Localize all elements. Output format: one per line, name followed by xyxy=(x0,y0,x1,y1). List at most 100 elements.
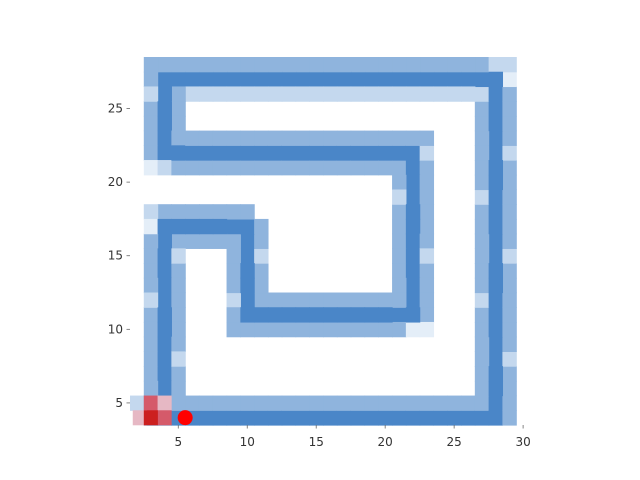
track-cell xyxy=(447,57,462,73)
track-cell xyxy=(364,410,379,426)
track-cell xyxy=(488,57,504,73)
track-cell xyxy=(226,395,241,411)
track-cell xyxy=(461,395,476,411)
track-cell xyxy=(309,395,324,411)
track-cell xyxy=(198,71,214,88)
track-cell xyxy=(392,86,407,102)
track-cell xyxy=(226,248,241,264)
y-tick-label: 5 xyxy=(115,396,123,410)
track-cell xyxy=(392,218,407,235)
track-cell xyxy=(474,189,490,205)
start-marker-halo xyxy=(143,395,158,411)
track-cell xyxy=(254,130,269,146)
track-cell xyxy=(240,160,255,176)
track-cell xyxy=(392,248,407,264)
track-cell xyxy=(281,86,297,102)
track-cell xyxy=(171,395,186,411)
track-cell xyxy=(171,380,186,397)
track-cell xyxy=(502,145,517,161)
track-cell xyxy=(350,71,366,88)
track-cell xyxy=(405,130,421,146)
track-cell xyxy=(364,57,379,73)
track-cell xyxy=(281,71,297,88)
track-cell xyxy=(267,410,283,426)
track-cell xyxy=(185,204,200,220)
track-cell xyxy=(502,410,517,426)
track-cell xyxy=(185,218,200,235)
track-cell xyxy=(488,366,504,382)
track-cell xyxy=(405,160,421,176)
track-cell xyxy=(254,395,269,411)
track-cell xyxy=(226,71,241,88)
track-cell xyxy=(171,321,186,338)
track-cell xyxy=(240,395,255,411)
track-cell xyxy=(323,307,338,323)
track-cell xyxy=(143,86,159,102)
track-cell xyxy=(350,130,366,146)
track-cell xyxy=(502,204,517,220)
track-cell xyxy=(267,307,283,323)
track-cell xyxy=(143,263,159,279)
track-cell xyxy=(157,351,172,367)
track-cell xyxy=(226,410,241,426)
track-cell xyxy=(474,160,490,176)
track-cell xyxy=(226,263,241,279)
track-cell xyxy=(378,86,393,102)
track-cell xyxy=(171,101,186,117)
track-cell xyxy=(474,292,490,308)
track-cell xyxy=(405,204,421,220)
y-tick-label: 20 xyxy=(108,175,123,189)
track-cell xyxy=(502,115,517,132)
x-tick-label: 30 xyxy=(515,435,530,449)
track-cell xyxy=(171,248,186,264)
track-cell xyxy=(281,130,297,146)
track-cell xyxy=(488,248,504,264)
track-cell xyxy=(198,233,214,249)
track-cell xyxy=(350,395,366,411)
track-cell xyxy=(488,145,504,161)
track-cell xyxy=(502,248,517,264)
track-cell xyxy=(171,307,186,323)
track-cell xyxy=(474,336,490,352)
track-cell xyxy=(240,263,255,279)
track-cell xyxy=(378,160,393,176)
track-cell xyxy=(392,321,407,338)
track-cell xyxy=(295,71,310,88)
track-cell xyxy=(240,145,255,161)
track-cell xyxy=(405,395,421,411)
track-cell xyxy=(433,410,448,426)
track-cell xyxy=(378,292,393,308)
track-cell xyxy=(488,189,504,205)
track-cell xyxy=(502,130,517,146)
track-cell xyxy=(502,380,517,397)
track-cell xyxy=(143,336,159,352)
track-cell xyxy=(157,145,172,161)
track-cell xyxy=(502,395,517,411)
track-cell xyxy=(461,71,476,88)
track-cell xyxy=(474,380,490,397)
track-cell xyxy=(392,395,407,411)
track-cell xyxy=(157,160,172,176)
track-cell xyxy=(488,160,504,176)
track-cell xyxy=(502,160,517,176)
track-cell xyxy=(157,277,172,294)
track-cell xyxy=(488,86,504,102)
track-cell xyxy=(392,277,407,294)
track-cell xyxy=(392,71,407,88)
track-cell xyxy=(419,395,435,411)
track-cell xyxy=(474,218,490,235)
track-cell xyxy=(171,86,186,102)
track-cell xyxy=(254,71,269,88)
track-cell xyxy=(143,218,159,235)
track-cell xyxy=(185,160,200,176)
track-cell xyxy=(198,145,214,161)
track-cell xyxy=(323,395,338,411)
track-cell xyxy=(157,321,172,338)
track-cell xyxy=(419,189,435,205)
track-cell xyxy=(419,174,435,191)
track-cell xyxy=(474,395,490,411)
track-cell xyxy=(295,145,310,161)
track-cell xyxy=(392,233,407,249)
track-cell xyxy=(143,57,159,73)
